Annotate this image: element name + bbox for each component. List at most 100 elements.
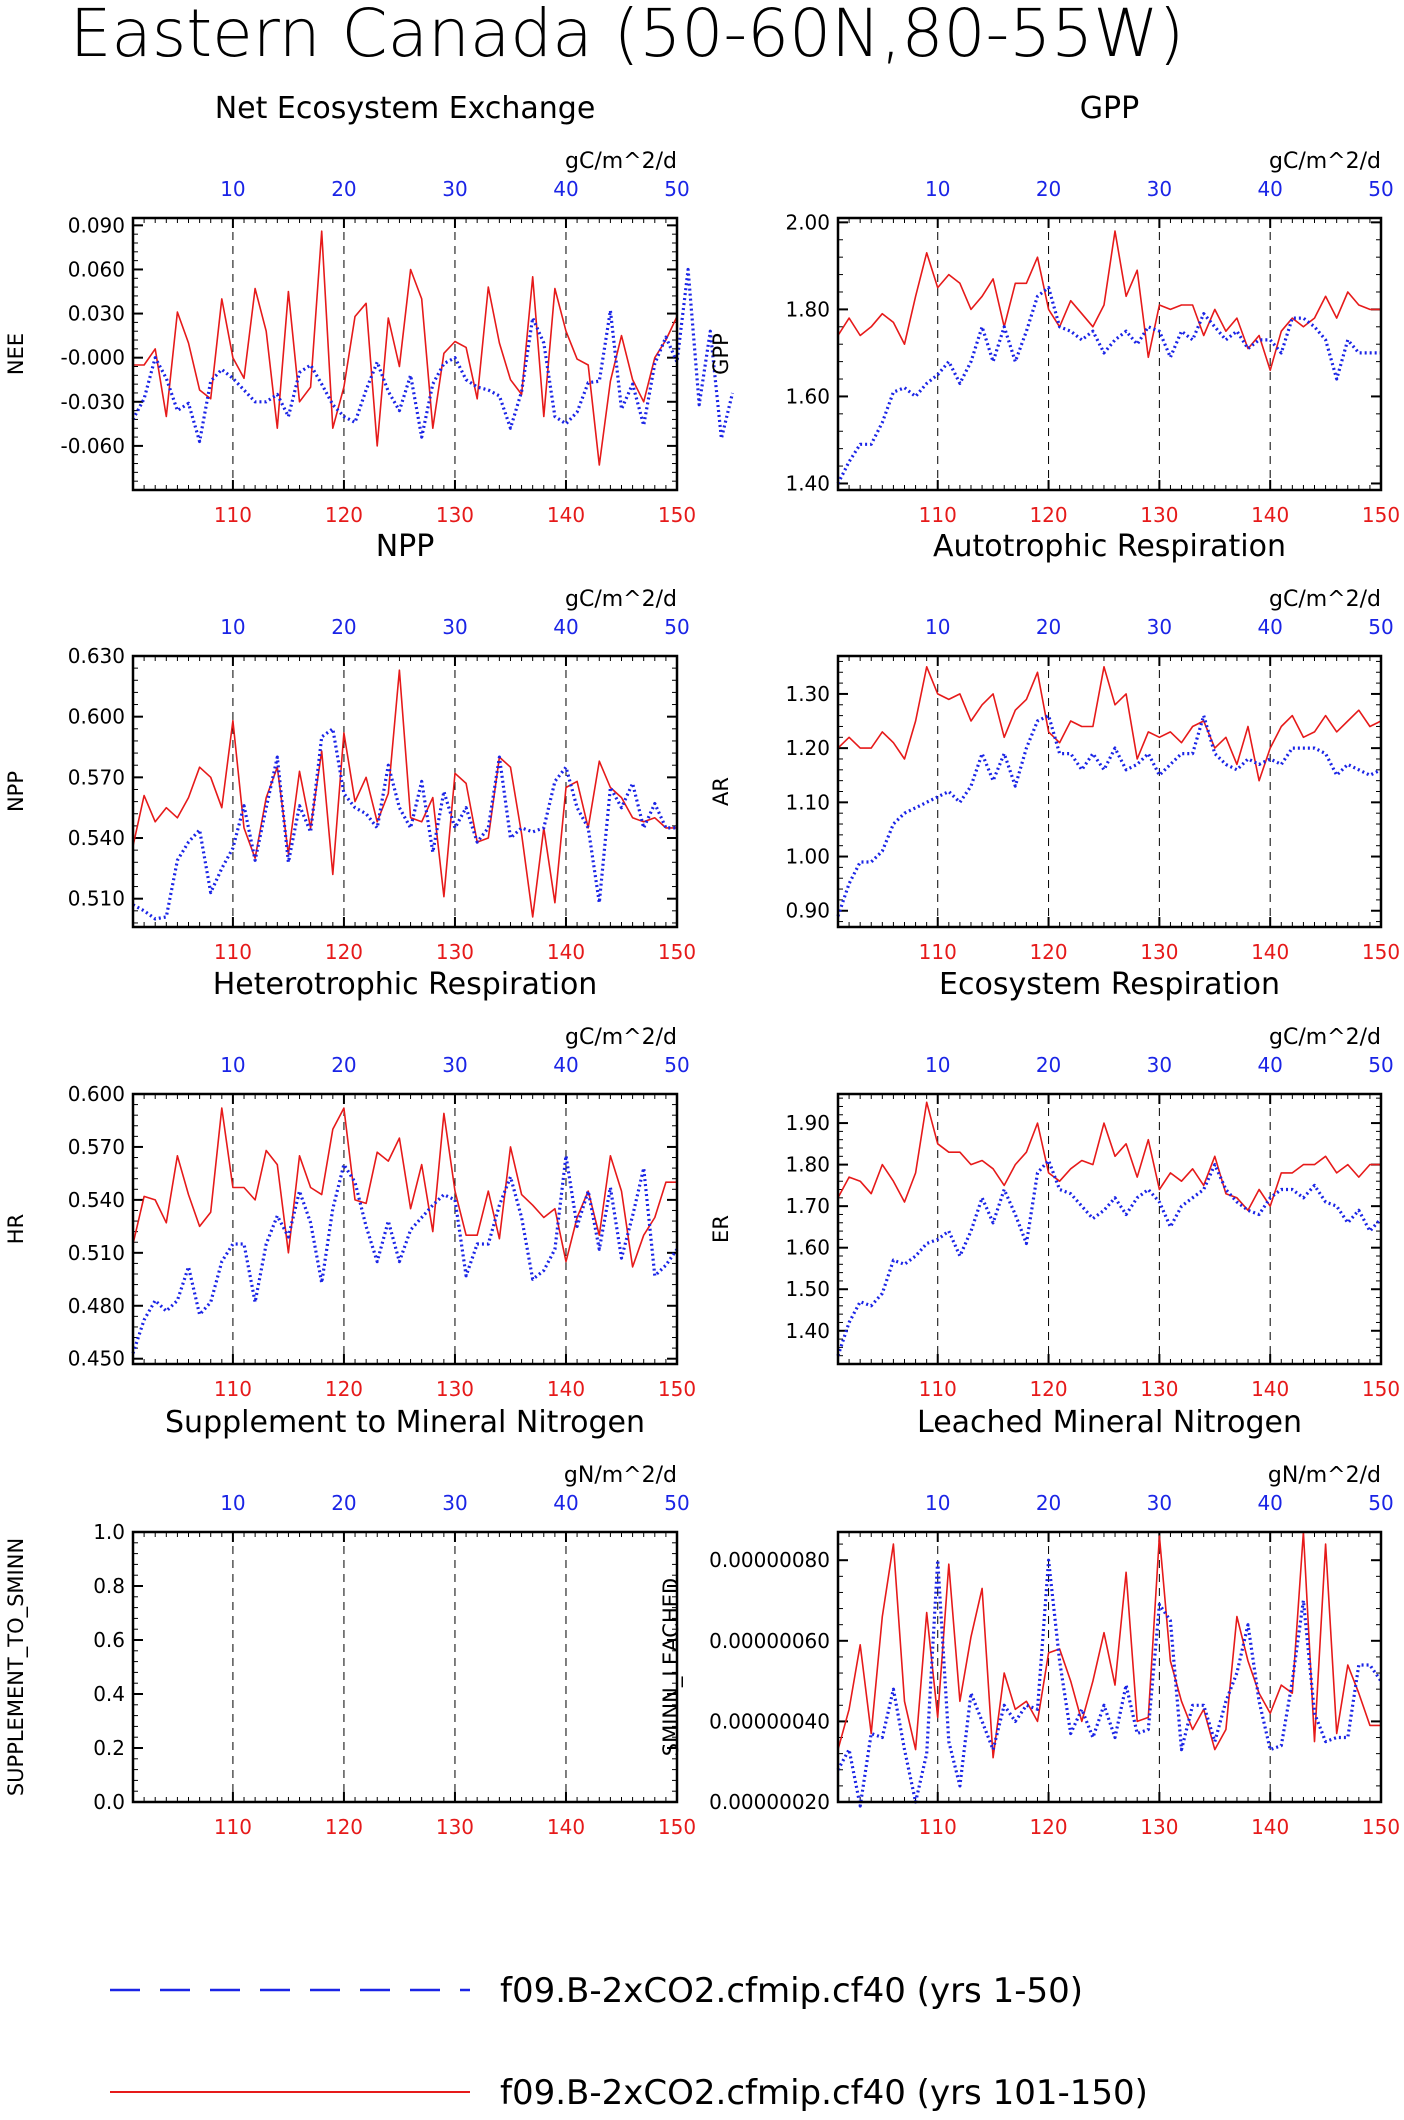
series-line-early bbox=[131, 267, 735, 444]
top-x-tick-label: 20 bbox=[331, 1491, 356, 1515]
series-line-late bbox=[837, 1101, 1381, 1212]
legend: f09.B-2xCO2.cfmip.cf40 (yrs 1-50) f09.B-… bbox=[110, 1971, 1148, 2113]
top-x-tick-label: 10 bbox=[925, 615, 950, 639]
y-axis-label: HR bbox=[4, 1214, 28, 1244]
series-line-late bbox=[132, 1107, 677, 1268]
bottom-x-tick-label: 150 bbox=[1362, 1377, 1400, 1401]
top-x-tick-label: 40 bbox=[1257, 1491, 1282, 1515]
y-tick-label: 0.8 bbox=[93, 1574, 125, 1598]
y-tick-label: 0.00000060 bbox=[709, 1629, 830, 1653]
bottom-x-tick-label: 110 bbox=[919, 1377, 957, 1401]
y-axis-label: NPP bbox=[4, 771, 28, 812]
panel-title: Heterotrophic Respiration bbox=[213, 967, 598, 1002]
y-tick-label: 0.060 bbox=[68, 257, 125, 281]
top-x-tick-label: 50 bbox=[1368, 615, 1393, 639]
panel-gpp: GPP gC/m^2/d 10 20 30 40 50 110 120 130 140 150 1.40… bbox=[709, 91, 1400, 527]
top-x-tick-label: 40 bbox=[553, 1491, 578, 1515]
y-tick-label: 1.60 bbox=[785, 1236, 830, 1260]
y-axis-label: ER bbox=[709, 1215, 733, 1243]
bottom-x-tick-label: 130 bbox=[1140, 940, 1178, 964]
top-x-tick-label: 20 bbox=[1036, 615, 1061, 639]
bottom-x-tick-label: 110 bbox=[214, 940, 252, 964]
bottom-x-tick-label: 130 bbox=[436, 1377, 474, 1401]
top-x-tick-label: 20 bbox=[331, 177, 356, 201]
panel-title: Leached Mineral Nitrogen bbox=[917, 1405, 1302, 1440]
series-line-late bbox=[837, 665, 1382, 782]
plot-frame bbox=[131, 216, 679, 492]
y-tick-label: 0.480 bbox=[68, 1294, 125, 1318]
top-x-tick-label: 30 bbox=[442, 615, 467, 639]
bottom-x-tick-label: 130 bbox=[1140, 1815, 1178, 1839]
top-x-tick-label: 30 bbox=[442, 1491, 467, 1515]
y-axis-label: SUPPLEMENT_TO_SMINN bbox=[4, 1538, 29, 1796]
panel-er: Ecosystem Respiration gC/m^2/d 10 20 30 40 50 1… bbox=[709, 967, 1400, 1401]
top-x-tick-label: 40 bbox=[1257, 1053, 1282, 1077]
top-x-tick-label: 30 bbox=[1147, 177, 1172, 201]
top-x-tick-label: 20 bbox=[1036, 1491, 1061, 1515]
bottom-x-tick-label: 110 bbox=[214, 503, 252, 527]
bottom-x-tick-label: 140 bbox=[547, 940, 585, 964]
bottom-x-tick-label: 120 bbox=[325, 1377, 363, 1401]
top-x-tick-label: 30 bbox=[1147, 1491, 1172, 1515]
y-tick-label: 0.00000020 bbox=[709, 1790, 830, 1814]
panel-title: Ecosystem Respiration bbox=[939, 967, 1280, 1002]
panel-supplement: Supplement to Mineral Nitrogen gN/m^2/d 10… bbox=[4, 1405, 696, 1839]
y-tick-label: 0.0 bbox=[93, 1790, 125, 1814]
bottom-x-tick-label: 150 bbox=[1362, 503, 1400, 527]
top-x-tick-label: 40 bbox=[1257, 615, 1282, 639]
legend-label-late: f09.B-2xCO2.cfmip.cf40 (yrs 101-150) bbox=[500, 2073, 1148, 2113]
series-line-early bbox=[836, 1158, 1383, 1357]
bottom-x-tick-label: 120 bbox=[325, 503, 363, 527]
y-tick-label: 1.40 bbox=[785, 1319, 830, 1343]
bottom-x-tick-label: 150 bbox=[1362, 1815, 1400, 1839]
y-tick-label: 0.570 bbox=[68, 1135, 125, 1159]
top-x-tick-label: 40 bbox=[553, 1053, 578, 1077]
bottom-x-tick-label: 140 bbox=[1251, 1377, 1289, 1401]
panel-npp: NPP gC/m^2/d 10 20 30 40 50 110 120 130 140 150 0.51… bbox=[4, 529, 696, 964]
panel-title: Supplement to Mineral Nitrogen bbox=[165, 1405, 645, 1440]
bottom-x-tick-label: 120 bbox=[325, 940, 363, 964]
units-label: gC/m^2/d bbox=[1269, 587, 1381, 612]
panel-hr: Heterotrophic Respiration gC/m^2/d 10 20 30 4… bbox=[4, 967, 696, 1401]
y-tick-label: 0.090 bbox=[68, 213, 125, 237]
plot-frame bbox=[131, 1092, 679, 1366]
bottom-x-tick-label: 130 bbox=[436, 503, 474, 527]
series-line-early bbox=[836, 713, 1382, 917]
plot-frame bbox=[836, 216, 1383, 492]
top-x-tick-label: 30 bbox=[1147, 1053, 1172, 1077]
bottom-x-tick-label: 140 bbox=[1251, 503, 1289, 527]
top-x-tick-label: 20 bbox=[1036, 1053, 1061, 1077]
top-x-tick-label: 20 bbox=[1036, 177, 1061, 201]
y-axis-label: SMINN_LEACHED bbox=[659, 1578, 684, 1756]
y-tick-label: 1.40 bbox=[785, 471, 830, 495]
bottom-x-tick-label: 120 bbox=[1029, 1377, 1067, 1401]
series-line-late bbox=[133, 230, 678, 466]
top-x-tick-label: 20 bbox=[331, 1053, 356, 1077]
series-line-late bbox=[837, 230, 1381, 372]
y-tick-label: 0.450 bbox=[68, 1347, 125, 1371]
main-title: Eastern Canada (50-60N,80-55W) bbox=[70, 0, 1185, 72]
y-tick-label: 1.00 bbox=[785, 845, 830, 869]
y-tick-label: 1.80 bbox=[785, 1153, 830, 1177]
bottom-x-tick-label: 120 bbox=[1029, 940, 1067, 964]
panel-title: Net Ecosystem Exchange bbox=[215, 91, 596, 126]
top-x-tick-label: 40 bbox=[553, 177, 578, 201]
top-x-tick-label: 50 bbox=[664, 1053, 689, 1077]
y-tick-label: 0.630 bbox=[68, 644, 125, 668]
y-tick-label: 0.510 bbox=[68, 1241, 125, 1265]
y-tick-label: 1.50 bbox=[785, 1277, 830, 1301]
bottom-x-tick-label: 130 bbox=[1140, 1377, 1178, 1401]
y-tick-label: 0.600 bbox=[68, 1082, 125, 1106]
top-x-tick-label: 50 bbox=[1368, 1053, 1393, 1077]
y-tick-label: 1.0 bbox=[93, 1520, 125, 1544]
y-tick-label: 0.00000080 bbox=[709, 1548, 830, 1572]
bottom-x-tick-label: 120 bbox=[1029, 1815, 1067, 1839]
bottom-x-tick-label: 110 bbox=[214, 1377, 252, 1401]
plot-frame bbox=[836, 654, 1383, 929]
panel-leached: Leached Mineral Nitrogen gN/m^2/d 10 20 30 40… bbox=[659, 1405, 1400, 1839]
bottom-x-tick-label: 150 bbox=[658, 503, 696, 527]
panel-nee: Net Ecosystem Exchange gC/m^2/d 10 20 30 40 50… bbox=[4, 91, 735, 527]
top-x-tick-label: 50 bbox=[664, 1491, 689, 1515]
series-line-early bbox=[132, 727, 677, 921]
